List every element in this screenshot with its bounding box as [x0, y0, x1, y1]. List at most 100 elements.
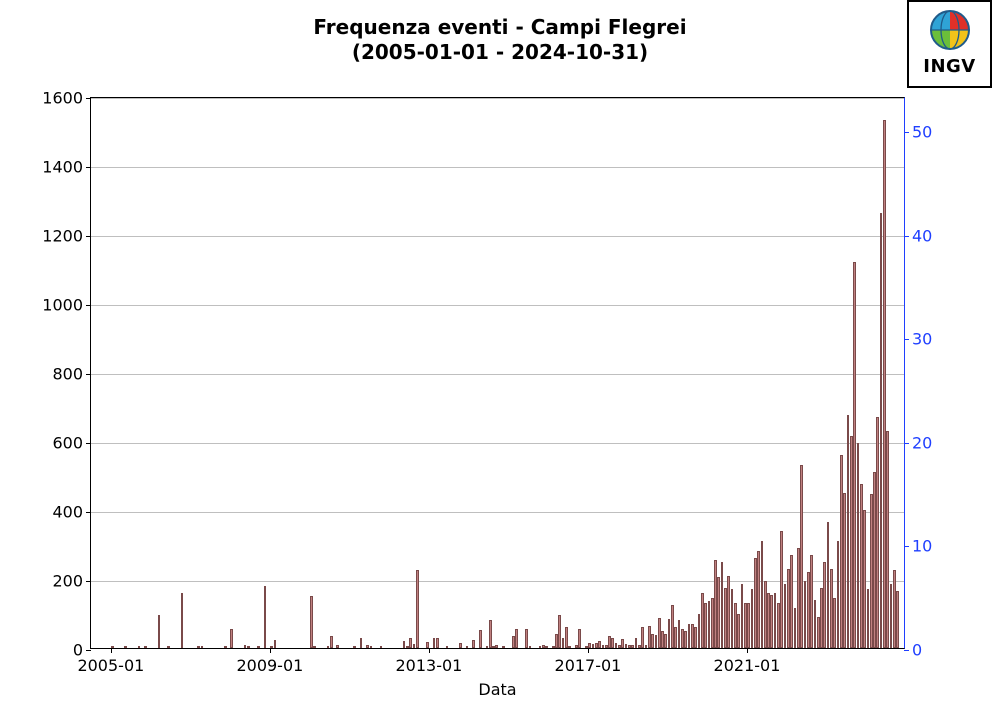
chart-title: Frequenza eventi - Campi Flegrei (2005-0…: [0, 15, 1000, 65]
bar: [403, 641, 406, 648]
bar: [863, 510, 866, 648]
bar: [711, 598, 714, 648]
bar: [380, 646, 383, 648]
bar: [688, 624, 691, 648]
bar: [727, 576, 730, 648]
bar: [416, 570, 419, 648]
bar: [797, 548, 800, 648]
bar: [764, 581, 767, 648]
bar: [641, 627, 644, 648]
bar: [807, 572, 810, 648]
bar: [330, 636, 333, 648]
bar: [784, 584, 787, 648]
bar: [757, 551, 760, 648]
bar: [635, 638, 638, 648]
y-right-tick-label: 20: [904, 433, 932, 452]
bar: [681, 629, 684, 648]
bar: [664, 634, 667, 648]
bar: [489, 620, 492, 648]
bar: [167, 646, 170, 648]
bar: [817, 617, 820, 648]
y-left-tick-label: 200: [52, 572, 91, 591]
bar: [370, 646, 373, 648]
bar: [770, 595, 773, 648]
x-tick-label: 2009-01: [236, 648, 303, 675]
bar: [694, 627, 697, 648]
y-left-tick-label: 600: [52, 434, 91, 453]
bar: [529, 646, 532, 648]
bar: [747, 603, 750, 648]
y-left-tick-label: 1600: [42, 89, 91, 108]
bar: [790, 555, 793, 648]
plot-area: Data Numero eventi Media giornaliera 020…: [90, 97, 905, 649]
bar: [857, 443, 860, 648]
bar: [512, 636, 515, 648]
bar: [648, 626, 651, 648]
bar: [744, 603, 747, 648]
chart-title-line2: (2005-01-01 - 2024-10-31): [352, 40, 648, 64]
bar: [837, 541, 840, 648]
bar: [787, 569, 790, 648]
bar: [158, 615, 161, 648]
bar: [230, 629, 233, 648]
bar: [565, 627, 568, 648]
y-left-axis-label: Numero eventi: [0, 314, 3, 433]
bar: [814, 600, 817, 648]
bar: [880, 213, 883, 648]
x-tick-label: 2021-01: [714, 648, 781, 675]
bar: [698, 614, 701, 649]
bar: [701, 593, 704, 648]
bar: [843, 493, 846, 648]
bar: [777, 603, 780, 648]
y-left-tick-label: 800: [52, 365, 91, 384]
bar: [638, 645, 641, 648]
bar: [598, 641, 601, 648]
bar: [860, 484, 863, 648]
bar: [336, 645, 339, 648]
bar: [704, 603, 707, 648]
bar: [555, 634, 558, 648]
bar: [313, 646, 316, 648]
bar: [466, 646, 469, 648]
ingv-logo-text: INGV: [909, 56, 990, 77]
y-left-tick-label: 1400: [42, 158, 91, 177]
bar: [893, 570, 896, 648]
bar: [823, 562, 826, 648]
bar: [486, 646, 489, 648]
bar: [327, 646, 330, 648]
y-right-tick-label: 0: [904, 641, 922, 660]
x-tick-label: 2013-01: [395, 648, 462, 675]
bar: [495, 645, 498, 648]
bar: [714, 560, 717, 648]
bar: [886, 431, 889, 648]
bar: [804, 581, 807, 648]
bar: [800, 465, 803, 648]
bar: [794, 608, 797, 648]
bar: [717, 577, 720, 648]
bar: [870, 494, 873, 648]
bar: [366, 645, 369, 648]
bar: [751, 589, 754, 648]
bar: [774, 593, 777, 648]
bar: [310, 596, 313, 648]
bar: [479, 630, 482, 648]
ingv-logo: INGV: [907, 0, 992, 88]
bar: [201, 646, 204, 648]
bar: [827, 522, 830, 648]
bar: [353, 646, 356, 648]
bar: [761, 541, 764, 648]
bar: [472, 640, 475, 648]
bar: [674, 627, 677, 648]
bar: [655, 635, 658, 648]
bar: [621, 639, 624, 648]
bar: [810, 555, 813, 648]
bar: [754, 558, 757, 648]
bar: [661, 631, 664, 648]
bar: [181, 593, 184, 648]
bar: [645, 645, 648, 648]
bar: [883, 120, 886, 648]
bar: [731, 589, 734, 648]
bar: [197, 646, 200, 648]
bar: [896, 591, 899, 648]
x-axis-label: Data: [478, 680, 516, 699]
